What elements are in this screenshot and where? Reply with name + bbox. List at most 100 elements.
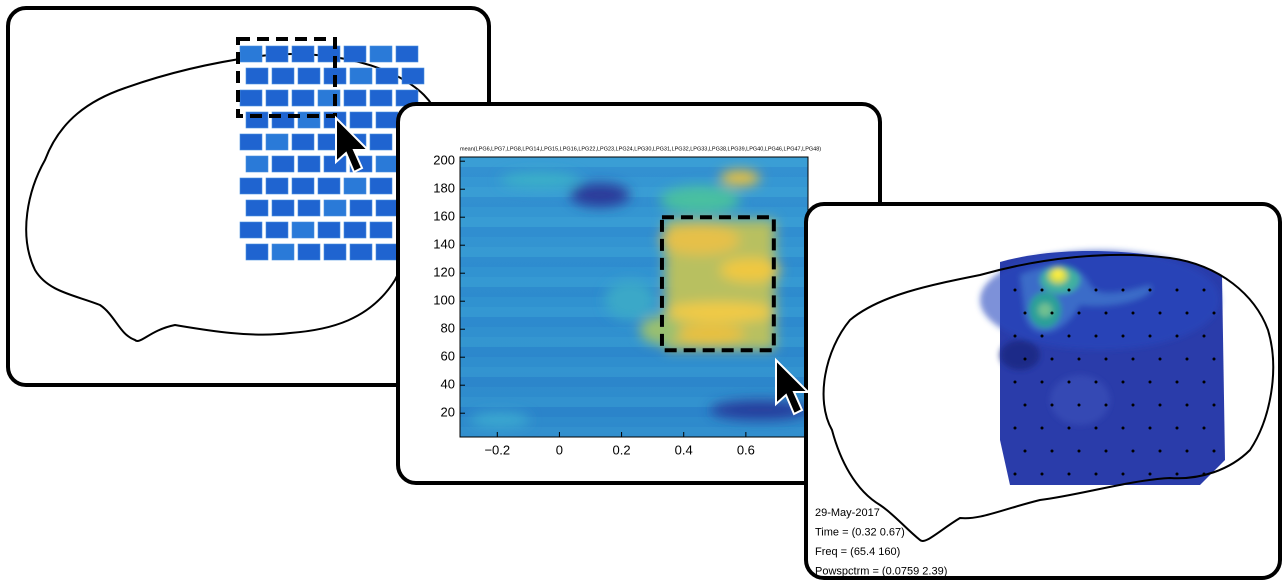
electrode-tile	[376, 112, 398, 128]
electrode-dot	[1176, 427, 1179, 430]
electrode-dot	[1203, 335, 1206, 338]
electrode-tile	[344, 90, 366, 106]
electrode-tile	[298, 244, 320, 260]
electrode-tile	[402, 68, 424, 84]
electrode-dot	[1132, 404, 1135, 407]
electrode-dot	[1068, 473, 1071, 476]
electrode-tile	[324, 200, 346, 216]
heatmap-stripe	[460, 387, 808, 397]
electrode-dot	[1213, 358, 1216, 361]
electrode-dot	[1149, 381, 1152, 384]
electrode-tile	[272, 68, 294, 84]
electrode-tile	[240, 46, 262, 62]
electrode-tile	[292, 222, 314, 238]
electrode-tile	[370, 222, 392, 238]
electrode-tile	[240, 90, 262, 106]
electrode-dot	[1105, 358, 1108, 361]
topography-panel: 29-May-2017Time = (0.32 0.67)Freq = (65.…	[806, 204, 1280, 578]
electrode-tile	[318, 178, 340, 194]
info-line: 29-May-2017	[815, 507, 880, 519]
electrode-tile	[298, 200, 320, 216]
electrode-dot	[1095, 289, 1098, 292]
electrode-dot	[1203, 427, 1206, 430]
electrode-dot	[1041, 335, 1044, 338]
electrode-dot	[1186, 404, 1189, 407]
electrode-tile	[266, 178, 288, 194]
electrode-tile	[240, 134, 262, 150]
electrode-dot	[1132, 312, 1135, 315]
electrode-dot	[1122, 473, 1125, 476]
electrode-dot	[1095, 473, 1098, 476]
electrode-tile	[344, 222, 366, 238]
electrode-dot	[1095, 427, 1098, 430]
electrode-dot	[1051, 312, 1054, 315]
electrode-dot	[1132, 450, 1135, 453]
y-tick-label: 160	[433, 209, 455, 224]
x-tick-label: −0.2	[484, 442, 510, 457]
electrode-tile	[246, 156, 268, 172]
electrode-dot	[1051, 450, 1054, 453]
electrode-dot	[1186, 312, 1189, 315]
electrode-dot	[1068, 427, 1071, 430]
electrode-tile	[266, 222, 288, 238]
electrode-tile	[246, 68, 268, 84]
heatmap-stripe	[460, 187, 808, 197]
electrode-dot	[1149, 473, 1152, 476]
electrode-dot	[1149, 289, 1152, 292]
electrode-dot	[1176, 473, 1179, 476]
electrode-dot	[1041, 289, 1044, 292]
electrode-tile	[324, 244, 346, 260]
x-tick-label: 0	[556, 442, 563, 457]
heatmap-stripe	[460, 197, 808, 207]
electrode-dot	[1122, 289, 1125, 292]
electrode-dot	[1041, 427, 1044, 430]
electrode-dot	[1122, 335, 1125, 338]
y-tick-label: 180	[433, 181, 455, 196]
electrode-dot	[1203, 381, 1206, 384]
electrode-dot	[1186, 450, 1189, 453]
electrode-tile	[298, 68, 320, 84]
electrode-dot	[1176, 335, 1179, 338]
electrode-tile	[292, 46, 314, 62]
electrode-dot	[1024, 450, 1027, 453]
info-line: Time = (0.32 0.67)	[815, 526, 905, 538]
figure: mean(LPG6,LPG7,LPG8,LPG14,LPG15,LPG16,LP…	[0, 0, 1285, 584]
y-tick-label: 80	[441, 321, 455, 336]
electrode-dot	[1095, 381, 1098, 384]
electrode-dot	[1159, 404, 1162, 407]
electrode-tile	[266, 46, 288, 62]
electrode-tile	[266, 90, 288, 106]
electrode-tile	[376, 244, 398, 260]
electrode-tile	[376, 156, 398, 172]
electrode-dot	[1159, 450, 1162, 453]
electrode-dot	[1132, 358, 1135, 361]
electrode-dot	[1041, 381, 1044, 384]
electrode-tile	[272, 156, 294, 172]
y-tick-label: 200	[433, 153, 455, 168]
electrode-dot	[1105, 312, 1108, 315]
electrode-tile	[266, 134, 288, 150]
electrode-tile	[350, 244, 372, 260]
electrode-dot	[1014, 289, 1017, 292]
electrode-dot	[1068, 289, 1071, 292]
electrode-dot	[1095, 335, 1098, 338]
electrode-tile	[318, 222, 340, 238]
electrode-dot	[1068, 381, 1071, 384]
electrode-dot	[1024, 358, 1027, 361]
heatmap-stripe	[460, 207, 808, 217]
electrode-tile	[272, 244, 294, 260]
electrode-dot	[1149, 335, 1152, 338]
electrode-dot	[1014, 473, 1017, 476]
electrode-dot	[1122, 381, 1125, 384]
electrode-dot	[1041, 473, 1044, 476]
electrode-dot	[1159, 358, 1162, 361]
electrode-dot	[1024, 404, 1027, 407]
electrode-tile	[292, 178, 314, 194]
electrode-dot	[1014, 427, 1017, 430]
electrode-tile	[350, 68, 372, 84]
electrode-dot	[1014, 381, 1017, 384]
electrode-tile	[272, 200, 294, 216]
electrode-tile	[370, 90, 392, 106]
x-tick-label: 0.6	[737, 442, 755, 457]
electrode-dot	[1024, 312, 1027, 315]
